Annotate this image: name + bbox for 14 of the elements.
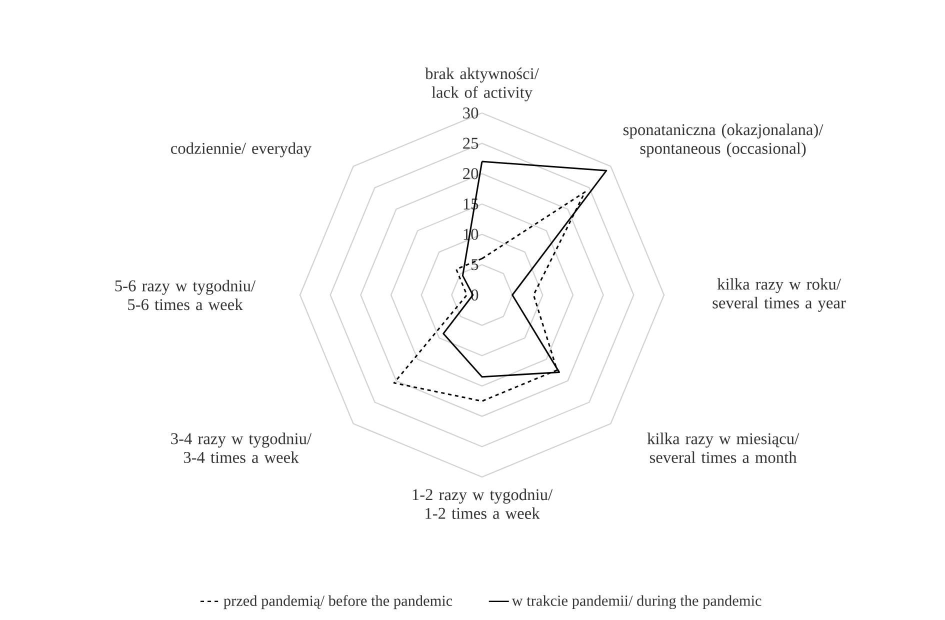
y-tick-label: 20 [463, 168, 478, 180]
legend-label: przed pandemią/ before the pandemic [224, 595, 452, 610]
spoke-label: kilka razy w miesiącu/ several times a month [647, 432, 800, 463]
spoke-label: 3-4 razy w tygodniu/ 3-4 times a week [171, 432, 312, 463]
spoke-label: sponataniczna (okazjonalana)/ spontaneous (occasional) [624, 124, 824, 158]
legend-label: w trakcie pandemii/ during the pandemic [512, 595, 762, 610]
y-tick-label: 25 [463, 138, 478, 149]
y-tick-label: 30 [463, 107, 478, 119]
y-tick-label: 5 [472, 259, 478, 270]
spoke-label: brak aktywności/ lack of activity [425, 68, 539, 102]
spoke-label: codziennie/ everyday [171, 142, 312, 158]
spoke-label: kilka razy w roku/ several times a year [712, 278, 846, 312]
spoke-label: 5-6 razy w tygodniu/ 5-6 times a week [115, 280, 256, 310]
spoke-label: 1-2 razy w tygodniu/ 1-2 times a week [412, 488, 553, 519]
